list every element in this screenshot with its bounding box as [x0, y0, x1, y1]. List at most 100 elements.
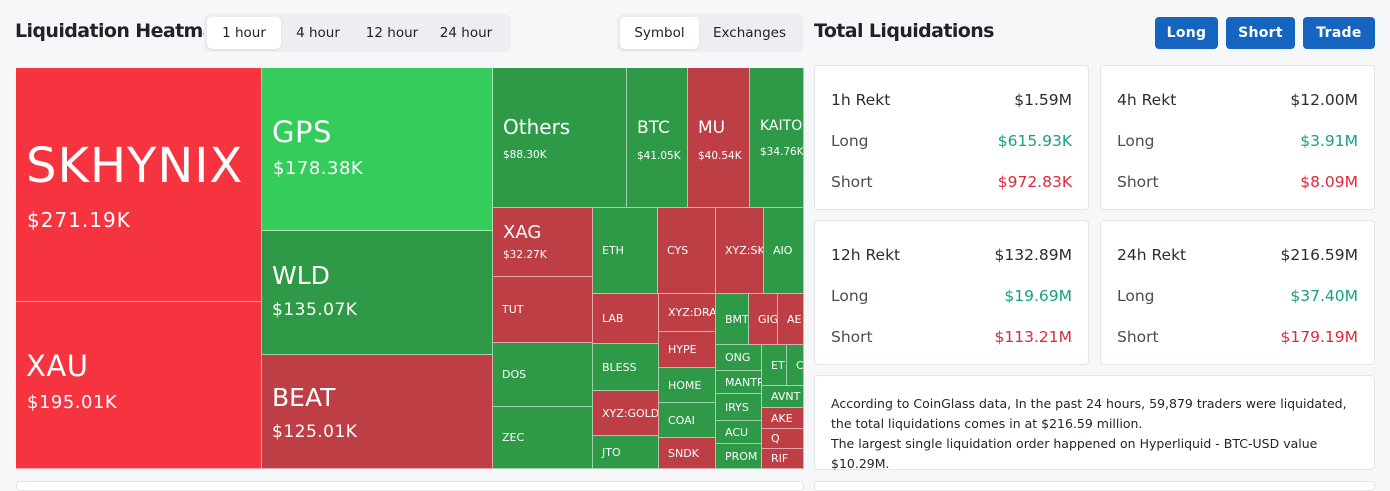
tile-xyz-dra[interactable]: XYZ:DRA [659, 294, 716, 332]
tile-q[interactable]: Q [762, 429, 804, 449]
tile-value: $195.01K [27, 392, 118, 413]
time-range-selector: 1 hour 4 hour 12 hour 24 hour [204, 14, 511, 52]
tile-tut[interactable]: TUT [493, 277, 593, 343]
tile-value: $41.05K [637, 150, 681, 162]
tile-symbol: KAITO [760, 118, 803, 134]
tile-et[interactable]: ET [762, 345, 787, 386]
tile-value: $40.54K [698, 150, 742, 162]
tile-jto[interactable]: JTO [593, 436, 659, 469]
tile-xag[interactable]: XAG $32.27K [493, 208, 593, 277]
card-total: $12.00M [1290, 91, 1358, 109]
time-option-12h[interactable]: 12 hour [365, 25, 419, 41]
card-total: $216.59M [1280, 246, 1358, 264]
tile-aio[interactable]: AIO [764, 208, 804, 294]
time-option-1h[interactable]: 1 hour [207, 17, 281, 49]
tile-sndk[interactable]: SNDK [659, 438, 716, 469]
short-value: $972.83K [997, 173, 1072, 191]
tile-kaito[interactable]: KAITO $34.76K [750, 68, 804, 208]
tile-symbol: PROM [725, 449, 758, 463]
tile-symbol: XAG [503, 222, 542, 243]
view-option-exchanges[interactable]: Exchanges [713, 25, 786, 41]
tile-ae[interactable]: AE [778, 294, 804, 345]
tile-xyz-gold[interactable]: XYZ:GOLD [593, 391, 659, 436]
tile-symbol: ZEC [502, 431, 525, 444]
short-label: Short [831, 173, 873, 191]
tile-symbol: ACU [725, 425, 749, 439]
tile-avnt[interactable]: AVNT [762, 386, 804, 408]
summary-line-2: The largest single liquidation order hap… [831, 436, 1318, 471]
rekt-card-24h: 24h Rekt $216.59M Long $37.40M Short $179.1… [1100, 220, 1375, 365]
tile-dos[interactable]: DOS [493, 343, 593, 407]
tile-value: $271.19K [27, 208, 131, 232]
tile-beat[interactable]: BEAT $125.01K [262, 355, 493, 469]
tile-zec[interactable]: ZEC [493, 407, 593, 469]
time-option-4h[interactable]: 4 hour [296, 25, 340, 41]
trade-button[interactable]: Trade [1303, 17, 1375, 49]
tile-symbol: ONG [725, 351, 751, 364]
long-button[interactable]: Long [1155, 17, 1218, 49]
long-value: $615.93K [997, 132, 1072, 150]
tile-irys[interactable]: IRYS [716, 394, 762, 421]
tile-symbol: GPS [272, 115, 332, 149]
long-value: $37.40M [1290, 287, 1358, 305]
tile-symbol: WLD [272, 261, 330, 290]
view-option-symbol[interactable]: Symbol [620, 17, 699, 49]
long-value: $19.69M [1004, 287, 1072, 305]
tile-symbol: C [796, 358, 804, 372]
tile-xau[interactable]: XAU $195.01K [16, 302, 262, 469]
tile-eth[interactable]: ETH [593, 208, 658, 294]
tile-lab[interactable]: LAB [593, 294, 659, 344]
tile-btc[interactable]: BTC $41.05K [627, 68, 688, 208]
tile-symbol: ET [771, 358, 785, 372]
tile-coai[interactable]: COAI [659, 403, 716, 438]
tile-symbol: BEAT [272, 383, 336, 412]
tile-symbol: Q [771, 432, 780, 445]
tile-gps[interactable]: GPS $178.38K [262, 68, 493, 231]
tile-xyz-sk[interactable]: XYZ:SK [716, 208, 764, 294]
tile-symbol: BTC [637, 118, 670, 138]
tile-symbol: SNDK [668, 446, 699, 460]
liquidation-treemap: SKHYNIX $271.19K XAU $195.01K GPS $178.3… [16, 68, 804, 469]
tile-wld[interactable]: WLD $135.07K [262, 231, 493, 355]
tile-symbol: COAI [668, 413, 695, 427]
tile-home[interactable]: HOME [659, 368, 716, 403]
tile-symbol: TUT [502, 303, 524, 316]
tile-acu[interactable]: ACU [716, 421, 762, 444]
tile-bmt[interactable]: BMT [716, 294, 749, 345]
tile-hype[interactable]: HYPE [659, 332, 716, 368]
tile-symbol: SKHYNIX [26, 138, 244, 194]
tile-symbol: XYZ:SK [725, 244, 764, 257]
tile-mantr[interactable]: MANTR [716, 371, 762, 394]
tile-ake[interactable]: AKE [762, 408, 804, 429]
short-value: $179.19M [1280, 328, 1358, 346]
tile-symbol: XYZ:GOLD [602, 406, 659, 420]
tile-prom[interactable]: PROM [716, 444, 762, 469]
liquidation-summary: According to CoinGlass data, In the past… [814, 375, 1375, 471]
tile-symbol: ETH [602, 244, 624, 257]
long-label: Long [831, 132, 869, 150]
short-button[interactable]: Short [1226, 17, 1295, 49]
tile-ong[interactable]: ONG [716, 345, 762, 371]
card-label: 24h Rekt [1117, 246, 1187, 264]
long-label: Long [1117, 287, 1155, 305]
tile-cys[interactable]: CYS [658, 208, 716, 294]
short-label: Short [831, 328, 873, 346]
tile-gig[interactable]: GIG [749, 294, 778, 345]
tile-mu[interactable]: MU $40.54K [688, 68, 750, 208]
tile-value: $88.30K [503, 149, 547, 161]
short-value: $113.21M [994, 328, 1072, 346]
tile-skhynix[interactable]: SKHYNIX $271.19K [16, 68, 262, 302]
tile-c[interactable]: C [787, 345, 804, 386]
tile-rif[interactable]: RIF [762, 449, 804, 469]
tile-symbol: GIG [758, 312, 778, 326]
summary-line-1: According to CoinGlass data, In the past… [831, 396, 1347, 431]
time-option-24h[interactable]: 24 hour [439, 25, 493, 41]
rekt-card-1h: 1h Rekt $1.59M Long $615.93K Short $972.83K [814, 65, 1089, 210]
tile-others[interactable]: Others $88.30K [493, 68, 627, 208]
tile-bless[interactable]: BLESS [593, 344, 659, 391]
tile-symbol: BMT [725, 312, 749, 326]
card-label: 12h Rekt [831, 246, 901, 264]
tile-symbol: CYS [667, 244, 689, 257]
rekt-card-12h: 12h Rekt $132.89M Long $19.69M Short $113.2… [814, 220, 1089, 365]
tile-symbol: JTO [602, 445, 621, 459]
